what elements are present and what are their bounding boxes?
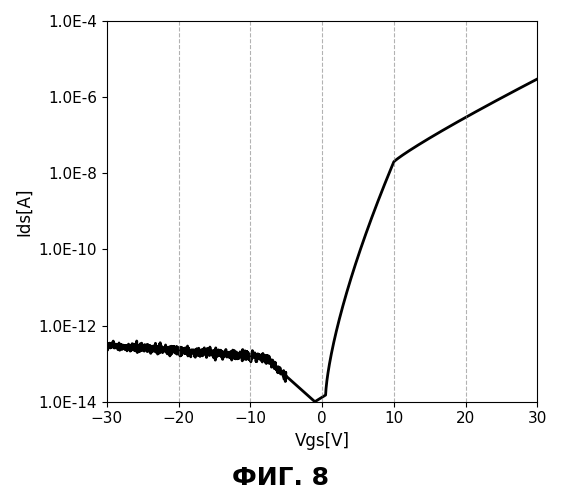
Text: ФИГ. 8: ФИГ. 8 bbox=[233, 466, 329, 490]
Y-axis label: Ids[A]: Ids[A] bbox=[15, 187, 33, 236]
X-axis label: Vgs[V]: Vgs[V] bbox=[294, 432, 350, 450]
